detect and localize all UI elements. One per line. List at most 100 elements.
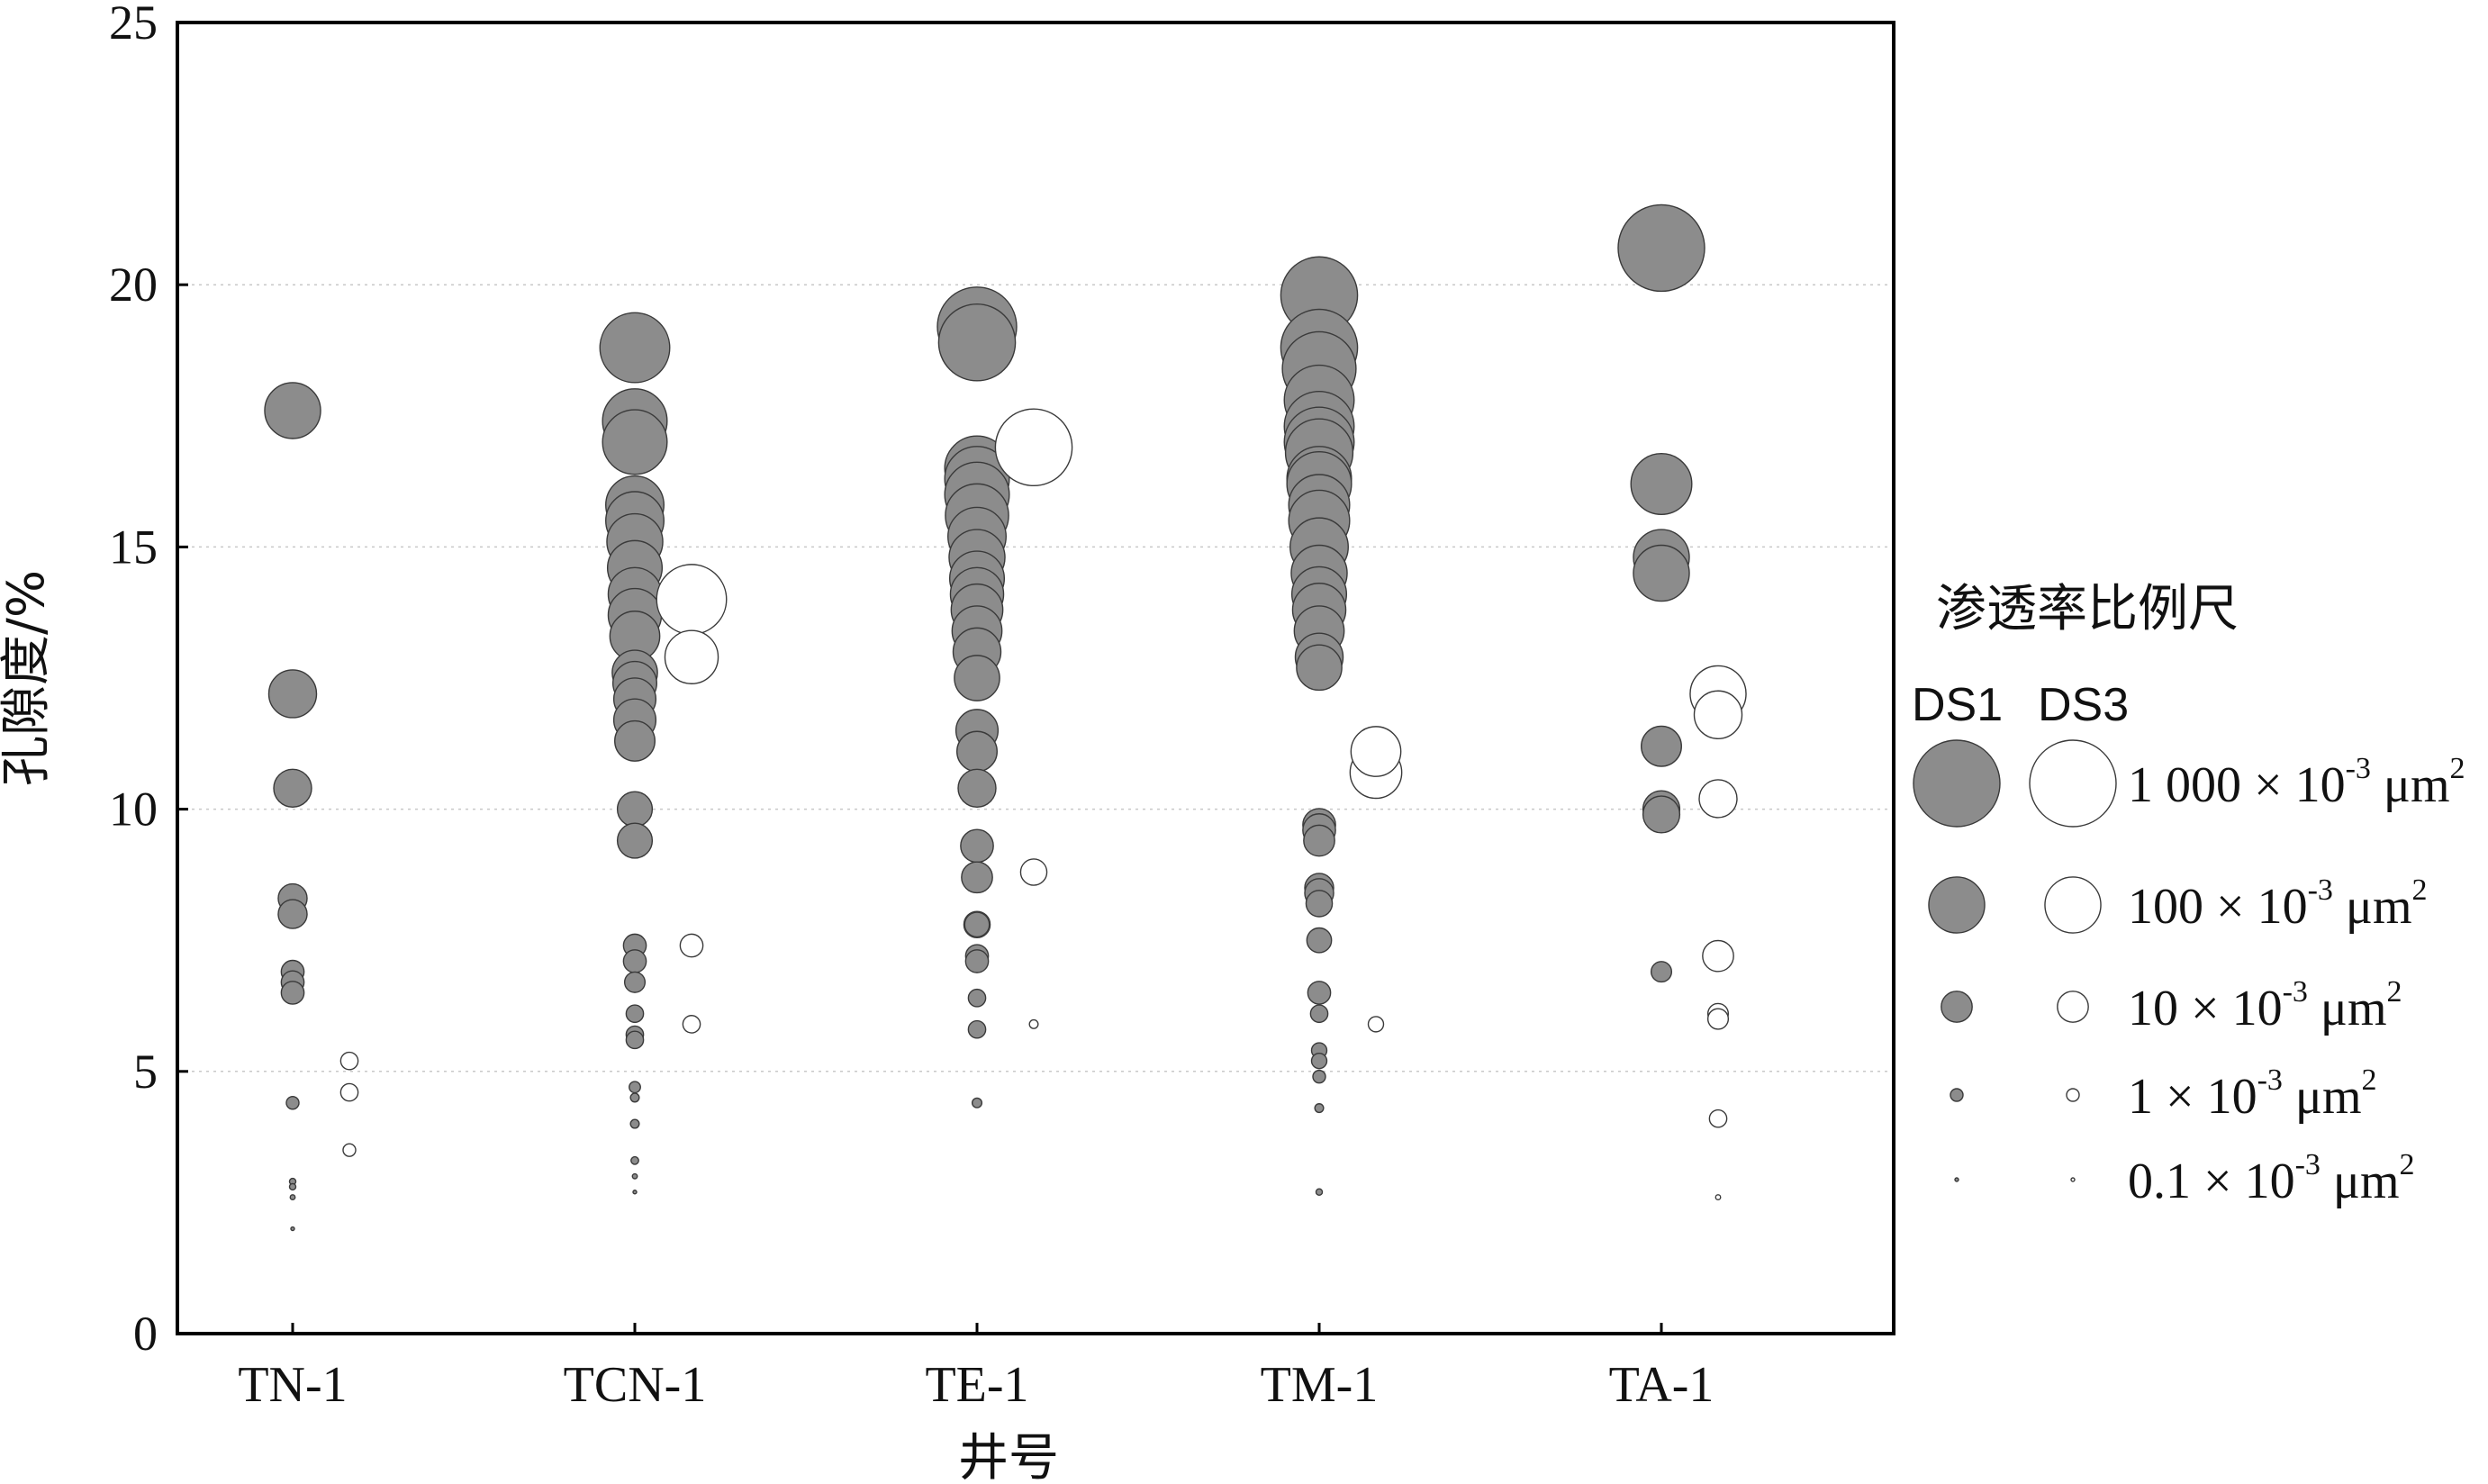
- bubble-ds1: [1307, 981, 1332, 1005]
- bubble-ds1: [273, 768, 312, 808]
- x-axis-ticks: TN-1 TCN-1 TE-1 TM-1 TA-1: [238, 1323, 1714, 1413]
- x-tick-label: TA-1: [1609, 1357, 1714, 1413]
- legend-bubble-ds3: [2057, 991, 2089, 1023]
- bubble-ds1: [967, 988, 987, 1008]
- bubble-ds1: [630, 1155, 639, 1165]
- bubble-ds1: [632, 1190, 638, 1195]
- bubble-ds1: [625, 1004, 645, 1024]
- legend-bubble-ds1: [1913, 739, 2001, 828]
- bubble-ds1: [1315, 1188, 1324, 1196]
- bubble-ds1: [1306, 927, 1333, 954]
- bubble-ds1: [956, 730, 998, 773]
- legend-label: 1 × 10-3 μm2: [2128, 1063, 2377, 1125]
- bubble-ds1: [285, 1096, 300, 1110]
- legend-bubble-ds3: [2070, 1177, 2076, 1182]
- legend-bubble-ds1: [1954, 1177, 1959, 1182]
- x-tick-label: TE-1: [925, 1357, 1028, 1413]
- bubble-ds1: [1310, 1052, 1328, 1070]
- bubble-ds1: [614, 719, 656, 762]
- bubble-ds1: [1303, 824, 1335, 857]
- legend-bubble-ds3: [2029, 739, 2117, 828]
- y-tick-label: 15: [109, 520, 158, 574]
- legend-label: 0.1 × 10-3 μm2: [2128, 1148, 2415, 1209]
- bubble-ds1: [631, 1172, 638, 1180]
- bubble-ds1: [964, 911, 991, 938]
- bubble-ds3: [1698, 779, 1738, 819]
- legend-bubble-ds3: [2044, 876, 2102, 934]
- bubble-ds1: [280, 981, 305, 1005]
- bubble-ds1: [267, 669, 318, 719]
- y-tick-label: 5: [133, 1045, 158, 1099]
- bubble-ds1: [616, 822, 654, 859]
- bubble-ds1: [954, 655, 1000, 701]
- bubble-ds3: [1714, 1194, 1722, 1201]
- plot-frame: [176, 21, 1895, 1335]
- bubble-ds1: [1305, 890, 1334, 918]
- legend-rows: 1 000 × 10-3 μm2 100 × 10-3 μm2 10 × 10-3 …: [1913, 739, 2465, 1209]
- bubble-ds1: [625, 1030, 645, 1050]
- legend: 渗透率比例尺 DS1 DS3 1 000 × 10-3 μm2 100 × 10-…: [1912, 580, 2465, 1209]
- bubble-ds1: [964, 949, 990, 973]
- bubble-ds1: [1312, 1069, 1326, 1084]
- bubble-ds1: [957, 768, 997, 808]
- bubble-ds3: [339, 1082, 359, 1102]
- bubble-ds1: [1314, 1103, 1325, 1114]
- bubble-ds3: [339, 1051, 359, 1071]
- bubble-ds1: [1642, 795, 1681, 834]
- bubble-ds1: [967, 1019, 987, 1039]
- legend-bubble-ds1: [1950, 1088, 1964, 1102]
- bubble-ds3: [1706, 1008, 1730, 1030]
- x-tick-label: TCN-1: [564, 1357, 707, 1413]
- legend-label: 10 × 10-3 μm2: [2128, 975, 2402, 1036]
- y-tick-label: 25: [109, 0, 158, 50]
- bubble-ds1: [623, 971, 647, 993]
- legend-title: 渗透率比例尺: [1936, 580, 2239, 638]
- bubble-ds3: [682, 1015, 701, 1034]
- legend-bubble-ds1: [1928, 876, 1986, 934]
- y-tick-label: 10: [109, 783, 158, 837]
- legend-label: 1 000 × 10-3 μm2: [2128, 752, 2465, 813]
- bubble-ds1: [961, 861, 993, 894]
- bubble-ds3: [1019, 858, 1048, 886]
- bubble-ds1: [288, 1182, 297, 1191]
- x-tick-label: TM-1: [1261, 1357, 1379, 1413]
- bubble-ds3: [1693, 690, 1743, 739]
- legend-bubble-ds1: [1941, 991, 1973, 1023]
- bubble-ds1: [616, 791, 654, 828]
- bubble-ds3: [1028, 1018, 1039, 1029]
- bubble-ds1: [629, 1118, 640, 1129]
- bubble-layer: [264, 204, 1747, 1232]
- bubble-ds1: [277, 899, 308, 929]
- x-axis-label: 井号: [958, 1429, 1059, 1484]
- bubble-ds1: [960, 828, 994, 864]
- grid-lines: [177, 284, 1894, 1072]
- bubble-ds3: [664, 629, 719, 684]
- bubble-ds1: [264, 382, 321, 439]
- legend-header-ds3: DS3: [2038, 679, 2129, 731]
- bubble-ds1: [629, 1092, 640, 1103]
- bubble-ds1: [289, 1194, 296, 1201]
- x-tick-label: TN-1: [238, 1357, 347, 1413]
- bubble-ds1: [1296, 644, 1343, 692]
- y-tick-label: 0: [133, 1307, 158, 1361]
- bubble-ds1: [1630, 453, 1693, 516]
- y-axis-ticks: 0 5 10 15 20 25: [109, 0, 188, 1361]
- bubble-ds3: [994, 408, 1073, 487]
- legend-header-ds1: DS1: [1912, 679, 2003, 731]
- bubble-ds1: [1641, 725, 1682, 767]
- bubble-ds1: [602, 409, 668, 475]
- bubble-ds1: [629, 1081, 641, 1094]
- bubble-ds3: [656, 564, 728, 636]
- bubble-ds1: [599, 312, 671, 384]
- bubble-ds3: [1350, 726, 1402, 777]
- bubble-ds1: [1617, 204, 1705, 293]
- legend-label: 100 × 10-3 μm2: [2128, 873, 2428, 935]
- bubble-ds3: [679, 933, 704, 958]
- bubble-ds1: [1633, 544, 1690, 602]
- bubble-ds1: [1650, 961, 1673, 983]
- bubble-ds3: [1702, 939, 1734, 973]
- y-tick-label: 20: [109, 258, 158, 312]
- y-axis-label: 孔隙度/%: [0, 570, 56, 786]
- bubble-ds1: [290, 1226, 295, 1232]
